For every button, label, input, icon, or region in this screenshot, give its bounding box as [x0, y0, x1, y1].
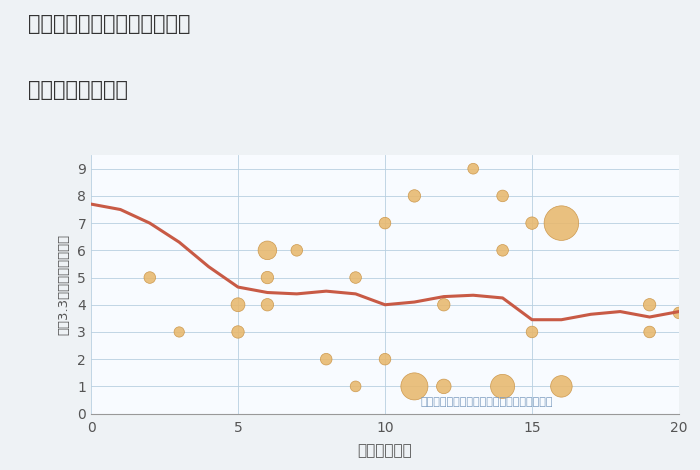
Point [644, 301, 655, 308]
Point [291, 247, 302, 254]
Point [409, 383, 420, 390]
Point [497, 383, 508, 390]
Point [526, 219, 538, 227]
Point [556, 219, 567, 227]
Point [379, 219, 391, 227]
Point [232, 301, 244, 308]
Point [438, 301, 449, 308]
Point [556, 383, 567, 390]
Point [497, 192, 508, 200]
Text: 円の大きさは、取引のあった物件面積を示す: 円の大きさは、取引のあった物件面積を示す [420, 397, 553, 407]
Point [497, 247, 508, 254]
Point [438, 383, 449, 390]
Point [321, 355, 332, 363]
Y-axis label: 坪（3.3㎡）単価（万円）: 坪（3.3㎡）単価（万円） [57, 234, 70, 335]
Point [350, 274, 361, 282]
Point [144, 274, 155, 282]
Text: 駅距離別土地価格: 駅距離別土地価格 [28, 80, 128, 100]
Point [673, 309, 685, 317]
Point [174, 328, 185, 336]
Point [526, 328, 538, 336]
Point [262, 247, 273, 254]
X-axis label: 駅距離（分）: 駅距離（分） [358, 443, 412, 458]
Point [644, 328, 655, 336]
Text: 福岡県みやま市山川町清水の: 福岡県みやま市山川町清水の [28, 14, 190, 34]
Point [468, 165, 479, 172]
Point [232, 328, 244, 336]
Point [409, 192, 420, 200]
Point [262, 301, 273, 308]
Point [379, 355, 391, 363]
Point [350, 383, 361, 390]
Point [262, 274, 273, 282]
